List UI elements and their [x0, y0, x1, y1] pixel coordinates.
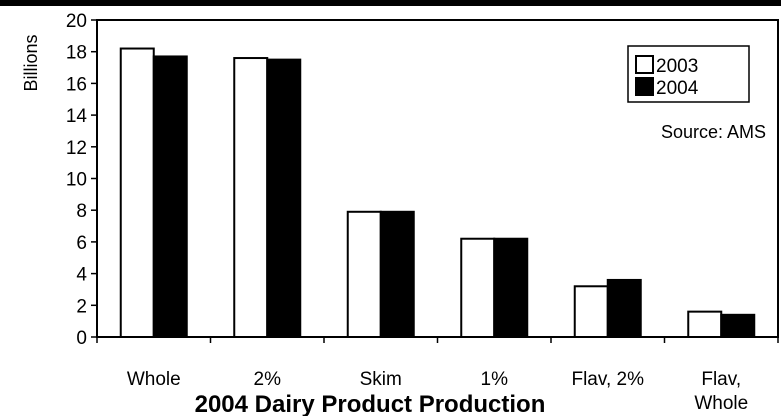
- bars: [119, 47, 756, 339]
- x-tick-label: Flav, Whole: [694, 369, 748, 414]
- x-tick-label: 2%: [254, 369, 282, 390]
- legend-label-2003: 2003: [656, 56, 698, 77]
- y-axis-label: Billions: [21, 34, 41, 91]
- y-axis: 0 2 4 6 8 10 12 14 16 18 20: [66, 11, 97, 349]
- y-tick-label: 20: [66, 11, 87, 32]
- x-tick-label: Flav, 2%: [571, 369, 644, 390]
- y-tick-label: 10: [66, 170, 87, 191]
- bar-2003-3: [460, 237, 496, 338]
- bar-2003-2: [346, 210, 382, 338]
- bar-2004-2: [379, 210, 415, 338]
- legend-swatch-2004: [635, 77, 654, 96]
- y-tick-label: 8: [76, 201, 87, 222]
- bar-2004-3: [493, 237, 529, 338]
- y-tick-label: 14: [66, 106, 88, 127]
- x-axis: Whole 2% Skim 1% Flav, 2% Flav, Whole: [96, 337, 779, 414]
- bar-2004-1: [266, 58, 302, 338]
- y-tick-label: 4: [76, 265, 87, 286]
- bar-2004-0: [152, 55, 188, 339]
- bar-2003-5: [687, 310, 723, 339]
- x-tick-label: 1%: [481, 369, 509, 390]
- y-tick-label: 12: [66, 138, 87, 159]
- x-tick-label: Skim: [360, 369, 402, 390]
- top-border: [0, 0, 781, 6]
- bar-2004-5: [720, 313, 756, 338]
- y-tick-label: 2: [76, 296, 87, 317]
- chart-title: 2004 Dairy Product Production: [195, 391, 546, 416]
- y-tick-label: 0: [76, 328, 87, 349]
- source-annotation: Source: AMS: [661, 122, 766, 142]
- x-tick-label: Whole: [127, 369, 181, 390]
- bar-2003-0: [119, 47, 155, 338]
- y-tick-label: 6: [76, 233, 87, 254]
- y-tick-label: 16: [66, 74, 87, 95]
- legend-swatch-2003: [635, 55, 654, 74]
- bar-2004-4: [606, 278, 642, 339]
- legend: 2003 2004: [627, 45, 750, 103]
- legend-label-2004: 2004: [656, 78, 699, 99]
- bar-2003-1: [233, 57, 269, 338]
- bar-2003-4: [573, 285, 609, 338]
- y-tick-label: 18: [66, 43, 87, 64]
